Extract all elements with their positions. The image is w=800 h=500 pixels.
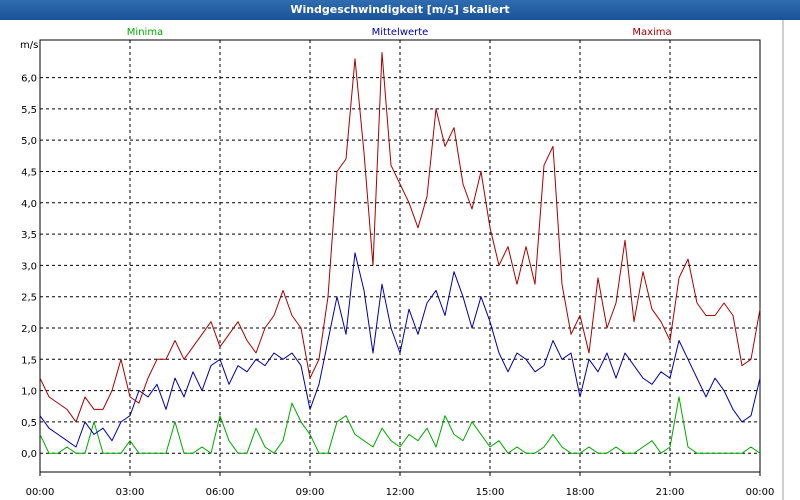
- y-tick-label-0: 0,0: [21, 449, 37, 460]
- x-tick-time-7: 21:00: [656, 487, 685, 498]
- legend-mittelwerte: Mittelwerte: [372, 27, 429, 38]
- y-tick-label-4: 2,0: [21, 324, 37, 335]
- y-tick-label-8: 4,0: [21, 199, 37, 210]
- chart-title: Windgeschwindigkeit [m/s] skaliert: [0, 0, 800, 20]
- series-minima-line: [39, 396, 761, 454]
- x-tick-time-2: 06:00: [206, 487, 235, 498]
- x-tick-time-4: 12:00: [386, 487, 415, 498]
- legend-maxima: Maxima: [632, 27, 671, 38]
- x-tick-time-3: 09:00: [296, 487, 325, 498]
- chart-canvas: m/s Minima Mittelwerte Maxima 0,0 0,5 1,0 1…: [0, 20, 800, 500]
- y-tick-label-2: 1,0: [21, 387, 37, 398]
- series-maxima-line: [39, 52, 761, 423]
- x-tick-time-1: 03:00: [116, 487, 145, 498]
- series-mittelwerte-line: [39, 252, 761, 448]
- y-tick-label-11: 5,5: [21, 105, 37, 116]
- y-tick-label-12: 6,0: [21, 74, 37, 85]
- x-tick-time-8: 00:00: [746, 487, 775, 498]
- chart-background: [0, 20, 800, 500]
- y-tick-label-5: 2,5: [21, 293, 37, 304]
- y-tick-label-3: 1,5: [21, 355, 37, 366]
- x-tick-time-6: 18:00: [566, 487, 595, 498]
- x-tick-labels: 00:0026.09.1403:0026.09.1406:0026.09.140…: [26, 487, 775, 498]
- y-tick-labels: 0,0 0,5 1,0 1,5 2,0 2,5 3,0 3,5 4,0 4,5 5,0 5,5 6,0: [21, 74, 37, 461]
- x-tick-time-5: 15:00: [476, 487, 505, 498]
- y-tick-label-10: 5,0: [21, 136, 37, 147]
- y-tick-label-7: 3,5: [21, 230, 37, 241]
- series-lines: [39, 52, 761, 454]
- y-axis-label: m/s: [20, 40, 38, 51]
- y-tick-label-6: 3,0: [21, 261, 37, 272]
- grid-lines: [39, 40, 761, 476]
- y-tick-label-9: 4,5: [21, 167, 37, 178]
- legend-minima: Minima: [127, 27, 163, 38]
- x-tick-time-0: 00:00: [26, 487, 55, 498]
- y-tick-label-1: 0,5: [21, 418, 37, 429]
